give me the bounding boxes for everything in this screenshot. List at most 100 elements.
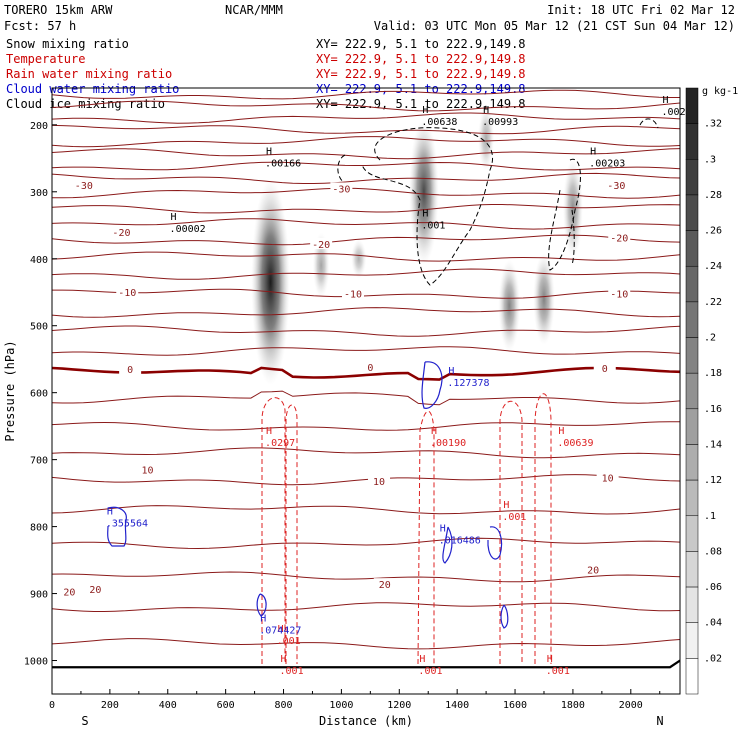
y-axis-label: Pressure (hPa) <box>3 340 17 441</box>
colorbar-tick-label: .24 <box>704 261 722 272</box>
legend-label: Cloud ice mixing ratio <box>6 97 165 111</box>
rain-contours <box>261 393 552 665</box>
isotherm <box>52 638 680 650</box>
colorbar-swatch <box>685 408 699 445</box>
isotherm-label: 20 <box>89 585 101 596</box>
isotherm-label-bg <box>368 475 391 487</box>
colorbar-tick-label: .28 <box>704 190 722 201</box>
isotherm-label-bg <box>596 471 619 483</box>
isotherm-label-bg <box>593 361 616 373</box>
colorbar-swatch <box>685 372 699 410</box>
rain-contour <box>499 400 523 664</box>
ice-contour <box>337 154 349 186</box>
isotherm-label: -10 <box>610 290 628 301</box>
y-tick-label: 800 <box>30 523 48 534</box>
colorbar-swatch <box>685 551 699 588</box>
max-marker: H <box>422 105 428 116</box>
colorbar-tick-label: .18 <box>704 368 722 379</box>
max-marker: H <box>440 523 446 534</box>
isotherm-label-bg <box>58 585 81 597</box>
max-value: .00002 <box>170 224 206 235</box>
max-value: .00203 <box>589 158 625 169</box>
colorbar-units: g kg-1 <box>702 86 738 97</box>
max-value: .001 <box>280 666 304 677</box>
snow-core <box>533 252 555 346</box>
x-tick-label: 1800 <box>561 700 585 711</box>
ice-contour <box>571 209 575 266</box>
legend-xy: XY= 222.9, 5.1 to 222.9,149.8 <box>316 67 526 81</box>
colorbar-tick-label: .02 <box>704 653 722 664</box>
isotherm <box>52 390 680 406</box>
colorbar-tick-label: .04 <box>704 618 722 629</box>
isotherm-label-bg <box>310 238 333 250</box>
isotherm <box>52 89 680 100</box>
isotherm-label-bg <box>330 182 353 194</box>
snow-core <box>498 259 521 352</box>
max-marker: H <box>422 209 428 220</box>
max-value: .355564 <box>106 519 148 530</box>
max-value: .016486 <box>439 535 481 546</box>
temperature-contours <box>52 89 680 669</box>
isotherm <box>52 251 680 262</box>
colorbar-tick-label: .32 <box>704 119 722 130</box>
max-marker: H <box>266 146 272 157</box>
max-value: .00638 <box>421 117 457 128</box>
isotherm-label-bg <box>341 287 364 299</box>
isotherm-label: 10 <box>141 466 153 477</box>
max-marker: H <box>590 146 596 157</box>
max-marker: H <box>171 212 177 223</box>
isotherm <box>52 325 680 337</box>
max-value: .001 <box>418 666 442 677</box>
isotherm-label: -10 <box>118 288 136 299</box>
isotherm-label-bg <box>136 463 159 475</box>
isotherm-label-bg <box>84 582 107 594</box>
colorbar-swatch <box>685 87 699 124</box>
isotherm-label: 20 <box>63 588 75 599</box>
header: TORERO 15km ARW NCAR/MMM Init: 18 UTC Fr… <box>4 3 735 33</box>
max-marker: H <box>281 654 287 665</box>
isotherm <box>52 161 680 171</box>
max-marker: H <box>483 105 489 116</box>
ice-contour <box>361 127 493 286</box>
legend-label: Temperature <box>6 52 85 66</box>
legend-label: Snow mixing ratio <box>6 37 129 51</box>
colorbar-tick-label: .08 <box>704 546 722 557</box>
colorbar: .32 .3 .28 .26 .24 .22 .2 .18 .16 .14 .12 .1 .08 .06.… <box>685 86 738 695</box>
colorbar-tick-label: .22 <box>704 297 722 308</box>
x-tick-label: 0 <box>49 700 55 711</box>
isotherm-label: -20 <box>112 228 130 239</box>
colorbar-swatch <box>685 123 699 160</box>
isotherm-label: 0 <box>367 363 373 374</box>
isotherm <box>52 112 680 124</box>
legend: Snow mixing ratio XY= 222.9, 5.1 to 222.9… <box>6 37 526 111</box>
isotherm-label-bg <box>72 179 95 191</box>
snow-core <box>409 118 439 265</box>
rain-contour <box>534 393 552 664</box>
y-tick-label: 600 <box>30 389 48 400</box>
isotherm-label: 0 <box>602 364 608 375</box>
y-tick-label: 500 <box>30 322 48 333</box>
isotherm <box>52 505 680 515</box>
max-value: .0297 <box>265 438 295 449</box>
colorbar-tick-label: .16 <box>704 404 722 415</box>
legend-xy: XY= 222.9, 5.1 to 222.9,149.8 <box>316 37 526 51</box>
x-tick-label: 1000 <box>329 700 353 711</box>
x-tick-label: 1200 <box>387 700 411 711</box>
snow-core <box>562 159 583 259</box>
isotherm <box>52 288 680 299</box>
isotherm-label: -20 <box>312 240 330 251</box>
isotherm-label-bg <box>608 287 631 299</box>
rain-contour <box>417 410 435 665</box>
isotherm <box>52 172 680 184</box>
snow-shading <box>251 105 583 386</box>
legend-label: Rain water mixing ratio <box>6 67 172 81</box>
colorbar-swatch <box>685 230 699 267</box>
isotherm <box>52 218 680 230</box>
cloud-water-contours <box>107 361 509 629</box>
max-marker: H <box>260 614 266 625</box>
colorbar-swatch <box>685 337 699 374</box>
y-tick-label: 1000 <box>24 657 48 668</box>
colorbar-tick-label: .12 <box>704 475 722 486</box>
max-value: .001 <box>546 666 570 677</box>
x-tick-label: 200 <box>101 700 119 711</box>
